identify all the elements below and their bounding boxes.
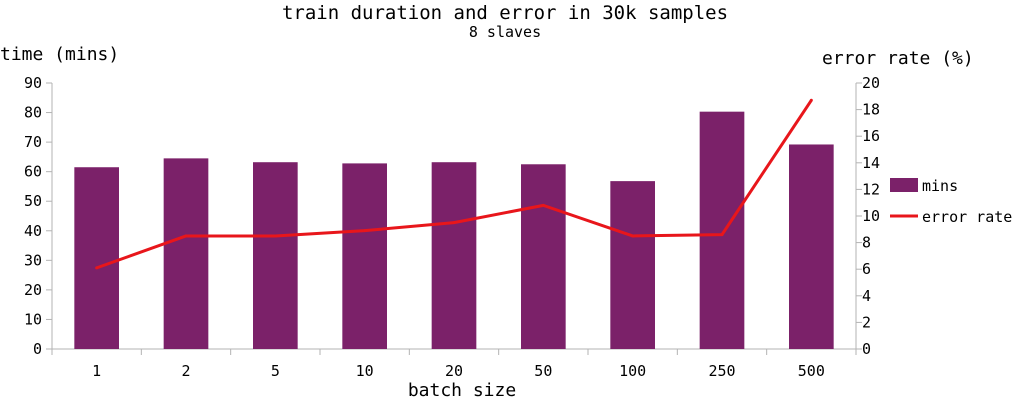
y2-tick-label: 2 (862, 313, 871, 331)
x-tick-label: 20 (445, 362, 463, 380)
y-tick-label: 0 (33, 340, 42, 358)
y-tick-label: 40 (24, 222, 42, 240)
chart-title: train duration and error in 30k samples (282, 2, 728, 24)
y2-tick-label: 10 (862, 207, 880, 225)
error-rate-point (541, 203, 545, 207)
x-axis-title: batch size (408, 380, 516, 400)
bar-mins (163, 158, 209, 349)
legend-label-error-rate: error rate (922, 208, 1012, 226)
y2-axis-title: error rate (%) (822, 48, 974, 69)
y-axis-title: time (mins) (0, 44, 119, 65)
x-tick-label: 2 (181, 362, 190, 380)
bar-mins (431, 162, 477, 349)
y-tick-label: 60 (24, 163, 42, 181)
y2-tick-label: 8 (862, 234, 871, 252)
bar-mins (74, 167, 119, 349)
y-tick-label: 10 (24, 310, 42, 328)
y2-tick-label: 18 (862, 101, 880, 119)
legend-label-mins: mins (922, 177, 958, 195)
bar-mins (699, 111, 745, 350)
y2-tick-label: 0 (862, 340, 871, 358)
x-tick-label: 50 (534, 362, 552, 380)
x-tick-label: 5 (271, 362, 280, 380)
y2-tick-label: 20 (862, 74, 880, 92)
x-tick-label: 500 (798, 362, 825, 380)
bar-mins (789, 144, 834, 349)
error-rate-point (452, 221, 456, 225)
chart-subtitle: 8 slaves (469, 23, 541, 41)
y-tick-label: 80 (24, 104, 42, 122)
bar-mins (521, 164, 566, 349)
x-tick-label: 250 (708, 362, 735, 380)
error-rate-point (184, 234, 188, 238)
error-rate-point (363, 229, 367, 233)
bar-mins (253, 162, 298, 349)
y-tick-label: 30 (24, 251, 42, 269)
bar-mins (610, 181, 655, 349)
y-tick-label: 20 (24, 281, 42, 299)
error-rate-point (809, 98, 813, 102)
error-rate-point (95, 266, 99, 270)
y-tick-label: 70 (24, 133, 42, 151)
error-rate-point (720, 233, 724, 237)
y2-tick-label: 16 (862, 127, 880, 145)
x-tick-label: 10 (356, 362, 374, 380)
legend: mins error rate (890, 177, 1012, 226)
bar-mins (342, 163, 387, 349)
y2-tick-label: 14 (862, 154, 880, 172)
y-tick-label: 90 (24, 74, 42, 92)
y2-tick-label: 4 (862, 287, 871, 305)
y2-tick-label: 6 (862, 260, 871, 278)
x-tick-label: 100 (619, 362, 646, 380)
error-rate-point (631, 234, 635, 238)
error-rate-point (273, 234, 277, 238)
legend-swatch-mins (890, 178, 918, 192)
y-tick-label: 50 (24, 192, 42, 210)
x-tick-label: 1 (92, 362, 101, 380)
y2-tick-label: 12 (862, 180, 880, 198)
